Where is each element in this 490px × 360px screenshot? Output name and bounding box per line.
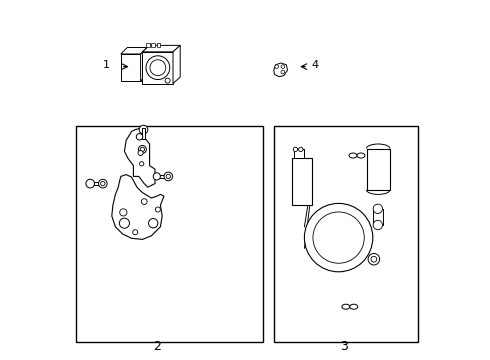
Circle shape [373,220,383,230]
Circle shape [120,218,129,228]
Circle shape [148,219,158,228]
Ellipse shape [357,153,365,158]
Ellipse shape [350,304,358,309]
Circle shape [133,230,138,235]
Circle shape [371,256,377,262]
Circle shape [139,145,147,153]
Polygon shape [143,45,180,52]
Bar [146,43,149,47]
Polygon shape [173,45,180,84]
Circle shape [140,147,145,152]
Bar [76,126,263,342]
Circle shape [298,147,303,152]
Bar [157,175,169,178]
Polygon shape [121,48,147,54]
Text: 1: 1 [103,60,110,70]
Circle shape [164,172,172,181]
Circle shape [153,173,160,180]
Circle shape [155,207,160,212]
Circle shape [281,70,285,74]
Circle shape [165,78,170,83]
Bar [373,209,383,225]
Circle shape [139,125,148,134]
Bar [274,126,418,342]
Bar [292,158,312,205]
Bar [143,52,173,84]
Circle shape [98,179,107,188]
Circle shape [138,150,143,156]
Circle shape [141,199,147,204]
Text: 3: 3 [340,340,348,353]
Bar [151,43,155,47]
Text: 2: 2 [153,340,161,353]
Circle shape [373,204,383,213]
Bar [121,54,141,81]
Circle shape [166,174,171,179]
Circle shape [313,212,364,263]
Circle shape [136,134,143,140]
Bar [142,128,145,139]
Bar [367,148,390,190]
Ellipse shape [342,304,350,309]
Circle shape [100,181,105,186]
Polygon shape [274,63,288,77]
Bar [90,182,103,185]
Circle shape [304,203,373,272]
Circle shape [146,56,170,80]
Circle shape [275,65,278,68]
Circle shape [150,60,166,76]
Ellipse shape [349,153,357,158]
Text: 4: 4 [312,60,318,70]
Bar [294,149,304,158]
Circle shape [140,162,144,166]
Circle shape [293,147,297,152]
Circle shape [120,209,127,216]
Polygon shape [141,48,147,81]
Bar [157,43,160,47]
Polygon shape [112,175,164,239]
Circle shape [281,65,285,68]
Circle shape [368,253,380,265]
Polygon shape [124,128,155,187]
Circle shape [86,179,95,188]
